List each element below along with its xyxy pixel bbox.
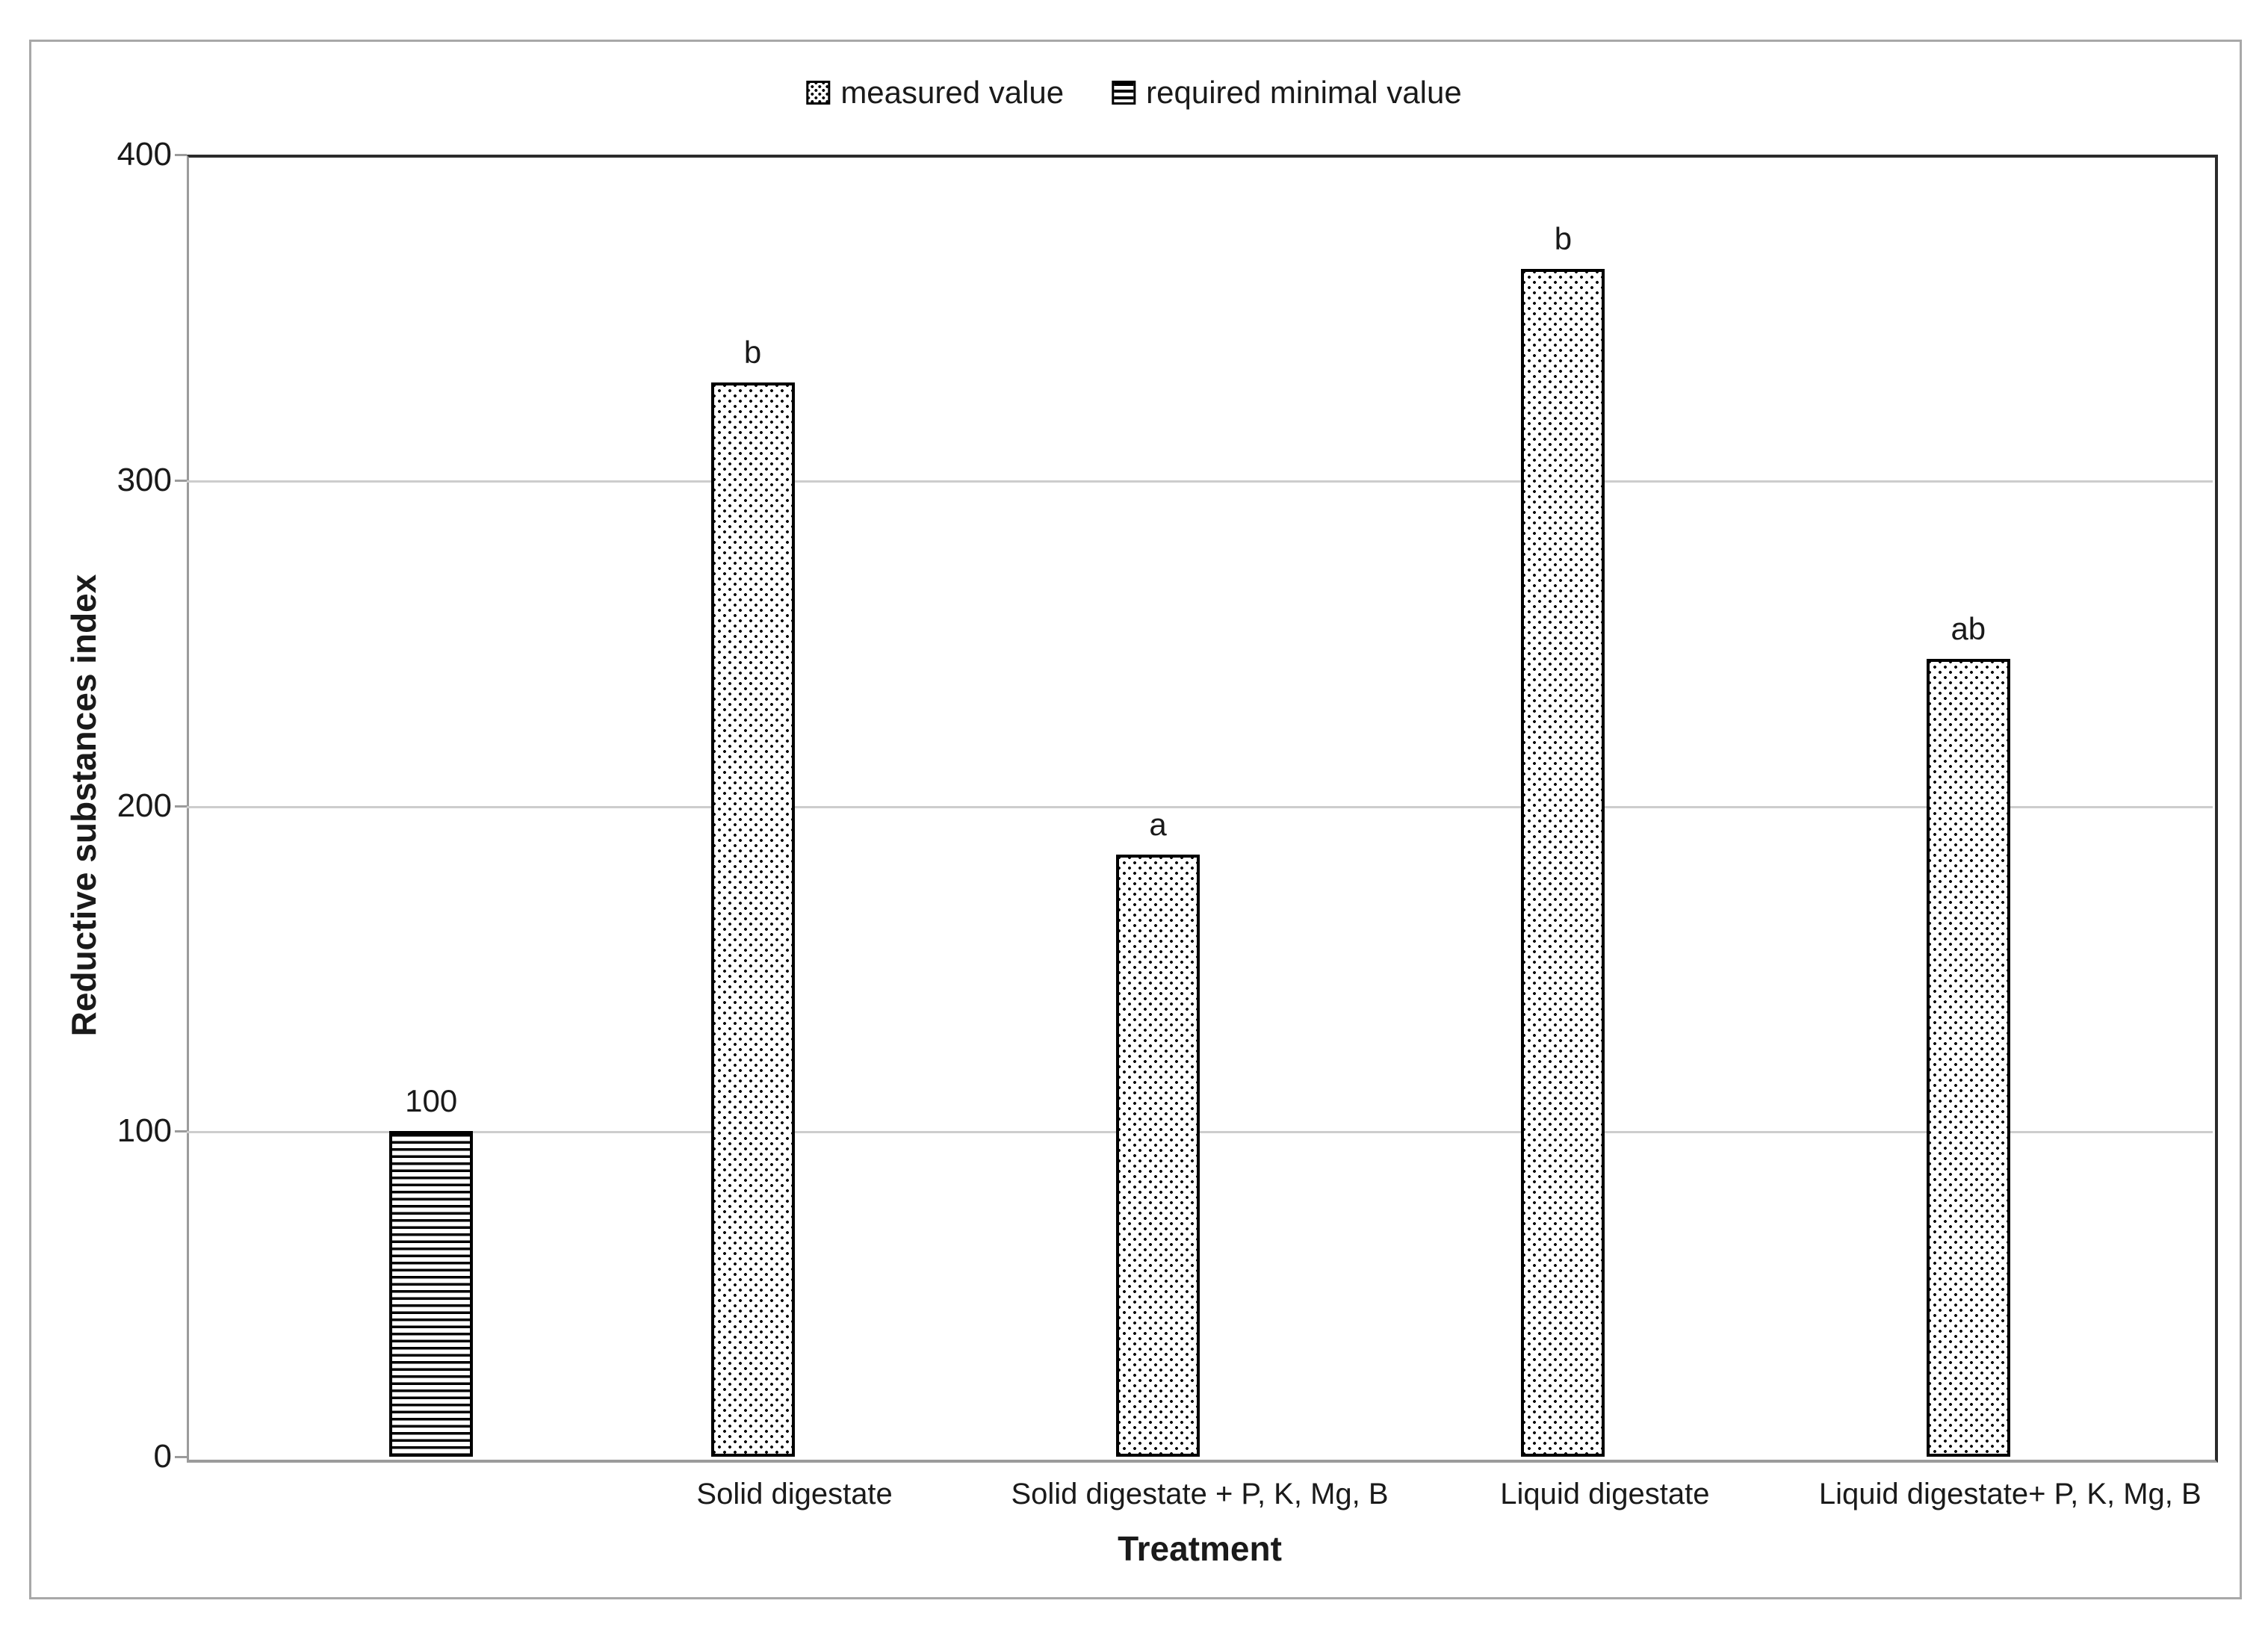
y-tick-mark [175,1456,187,1458]
bar-data-label: a [1149,806,1167,842]
bar-measured-value [1521,268,1605,1457]
gridline [187,1131,2213,1134]
x-category-label: Solid digestate [696,1478,893,1510]
bar-required-minimal-value [389,1131,474,1457]
figure-border [29,40,2242,1599]
y-tick-mark [175,479,187,482]
hlines-pattern-swatch [1112,81,1136,105]
legend-label-required-minimal-value: required minimal value [1146,75,1462,110]
y-tick-mark [175,805,187,808]
y-tick-label: 400 [117,136,172,173]
bar-data-label: ab [1951,611,1986,647]
bar-data-label: b [743,335,762,371]
legend-item-required-minimal-value: required minimal value [1112,75,1462,111]
x-category-label: Liquid digestate+ P, K, Mg, B [1818,1478,2202,1510]
legend-label-measured-value: measured value [840,75,1065,110]
bar-measured-value [1926,659,2010,1457]
gridline [187,805,2213,808]
y-tick-label: 300 [117,461,172,498]
bar-data-label: 100 [405,1083,458,1119]
x-category-label: Solid digestate + P, K, Mg, B [1011,1478,1389,1510]
y-tick-label: 200 [117,787,172,824]
legend: measured value required minimal value [806,75,1462,111]
y-tick-label: 100 [117,1112,172,1150]
x-category-label: Liquid digestate [1500,1478,1710,1510]
x-axis-title: Treatment [1118,1529,1282,1568]
dots-pattern-swatch [806,81,831,105]
legend-item-measured-value: measured value [806,75,1064,111]
y-tick-label: 0 [153,1438,172,1475]
gridline [187,480,2213,483]
y-tick-mark [175,1130,187,1133]
bar-measured-value [710,382,795,1457]
plot-area [187,155,2218,1463]
bar-measured-value [1116,854,1200,1457]
bar-data-label: b [1554,220,1573,256]
y-tick-mark [175,154,187,156]
